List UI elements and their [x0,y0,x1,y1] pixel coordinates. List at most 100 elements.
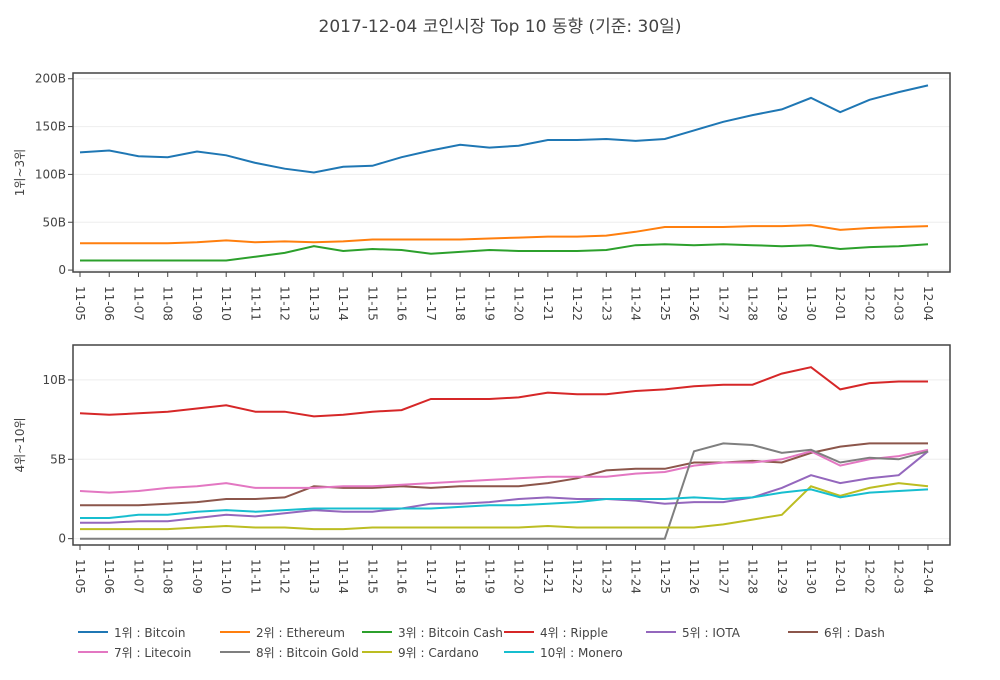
legend-item[interactable]: 5위 : IOTA [646,624,788,640]
x-tick-label: 11-19 [482,286,496,321]
line [80,224,929,245]
x-tick-label: 11-06 [102,559,116,594]
plot-frame [72,344,951,546]
x-tick-label: 11-05 [73,286,87,321]
legend-label: 6위 : Dash [824,625,885,640]
legend-item[interactable]: 4위 : Ripple [504,624,646,640]
y-tick-label: 0 [58,263,66,277]
legend-label: 10위 : Monero [540,645,623,660]
x-tick-label: 11-08 [161,286,175,321]
x-tick-label: 11-20 [512,286,526,321]
x-tick-label: 11-21 [541,559,555,594]
legend-swatch [788,631,818,633]
x-tick-label: 12-02 [862,286,876,321]
line [80,450,929,524]
x-tick-label: 11-14 [336,286,350,321]
chart-title: 2017-12-04 코인시장 Top 10 동향 (기준: 30일) [319,17,682,37]
x-tick-label: 11-18 [453,559,467,594]
legend-label: 8위 : Bitcoin Gold [256,645,359,660]
x-tick-label: 11-24 [629,286,643,321]
line [80,488,929,519]
line [80,442,928,507]
x-tick-label: 11-19 [482,559,496,594]
x-tick-label: 11-13 [307,286,321,321]
x-tick-label: 11-26 [687,559,701,594]
legend-item[interactable]: 2위 : Ethereum [220,624,362,640]
legend-item[interactable]: 3위 : Bitcoin Cash [362,624,504,640]
x-tick-label: 11-18 [453,286,467,321]
legend-item[interactable]: 9위 : Cardano [362,644,504,660]
x-tick-label: 11-16 [395,559,409,594]
x-tick-label: 11-17 [424,559,438,594]
x-tick-label: 11-15 [365,559,379,594]
x-tick-label: 11-27 [716,286,730,321]
y-axis-title: 1위~3위 [13,149,27,196]
legend-swatch [220,631,250,633]
page: {"title": "2017-12-04 코인시장 Top 10 동향 (기준… [13,17,951,660]
x-tick-label: 11-08 [161,559,175,594]
y-tick-label: 0 [58,532,66,546]
line [79,448,929,494]
x-tick-label: 11-14 [336,559,350,594]
x-tick-label: 11-22 [570,559,584,594]
x-tick-label: 11-28 [746,286,760,321]
x-tick-label: 11-15 [365,286,379,321]
legend-swatch [78,631,108,633]
x-tick-label: 11-24 [629,559,643,594]
x-tick-label: 11-27 [716,559,730,594]
x-tick-label: 11-30 [804,286,818,321]
chart: 2017-12-04 코인시장 Top 10 동향 (기준: 30일) 0 50B… [13,17,951,594]
legend-swatch [78,651,108,653]
legend-item[interactable]: 6위 : Dash [788,624,930,640]
legend-item[interactable]: 10위 : Monero [504,644,646,660]
x-tick-label: 12-01 [833,286,847,321]
x-tick-label: 12-03 [892,559,906,594]
x-tick-label: 11-30 [804,559,818,594]
legend-label: 1위 : Bitcoin [114,625,186,640]
y-tick-label: 100B [35,167,66,181]
x-tick-label: 11-09 [190,286,204,321]
x-tick-label: 11-21 [541,286,555,321]
x-tick-label: 11-11 [248,559,262,594]
x-tick-label: 11-22 [570,286,584,321]
legend-label: 5위 : IOTA [682,625,740,640]
x-tick-label: 11-07 [131,286,145,321]
x-tick-label: 11-06 [102,286,116,321]
x-tick-label: 11-20 [512,559,526,594]
line [80,482,929,531]
y-axis-title: 4위~10위 [13,417,27,472]
line [79,84,929,174]
x-tick-label: 11-25 [658,286,672,321]
x-tick-label: 11-09 [190,559,204,594]
x-tick-label: 11-10 [219,559,233,594]
x-tick-label: 11-28 [746,559,760,594]
x-tick-label: 12-04 [921,559,935,594]
legend-item[interactable]: 7위 : Litecoin [78,644,220,660]
y-tick-label: 200B [35,72,66,86]
x-tick-label: 11-10 [219,286,233,321]
y-tick-label: 50B [42,215,66,229]
x-tick-label: 12-02 [862,559,876,594]
line [79,366,928,418]
legend-label: 7위 : Litecoin [114,645,192,660]
legend-swatch [220,651,250,653]
legend-label: 3위 : Bitcoin Cash [398,625,503,640]
legend-item[interactable]: 1위 : Bitcoin [78,624,220,640]
legend: 1위 : Bitcoin 2위 : Ethereum 3위 : Bitcoin Ca… [78,624,978,660]
legend-swatch [504,651,534,653]
legend-label: 9위 : Cardano [398,645,479,660]
legend-item[interactable]: 8위 : Bitcoin Gold [220,644,362,660]
y-tick-label: 10B [42,373,66,387]
x-tick-label: 11-29 [775,559,789,594]
x-tick-label: 11-26 [687,286,701,321]
x-tick-label: 11-25 [658,559,672,594]
y-tick-label: 5B [50,452,66,466]
x-tick-label: 11-23 [599,559,613,594]
y-tick-label: 150B [35,120,66,134]
legend-swatch [504,631,534,633]
x-tick-label: 11-29 [775,286,789,321]
legend-swatch [646,631,676,633]
plot-frame [72,72,951,273]
x-tick-label: 12-03 [892,286,906,321]
x-tick-label: 11-23 [599,286,613,321]
